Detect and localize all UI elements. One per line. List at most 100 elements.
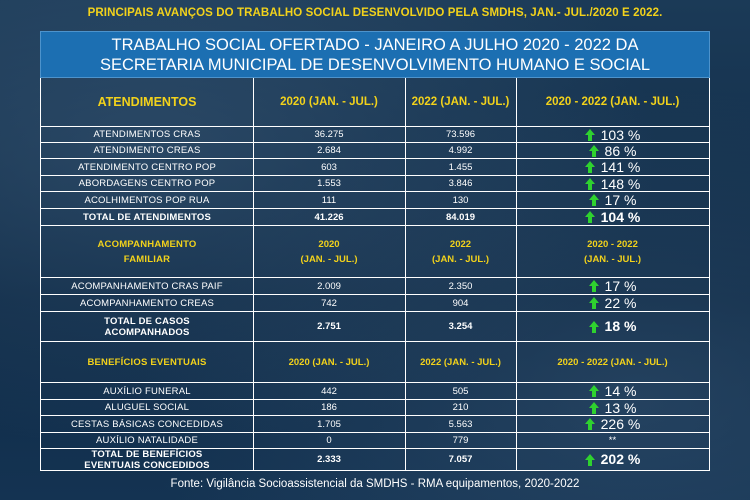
column-header-2020: 2020 (JAN. - JUL.) (253, 226, 405, 277)
total-label: TOTAL DE CASOS ACOMPANHADOS (41, 312, 253, 341)
row-label: ATENDIMENTO CREAS (93, 145, 201, 156)
table-banner: TRABALHO SOCIAL OFERTADO - JANEIRO A JUL… (40, 31, 710, 78)
column-header-2022: 2022 (JAN. - JUL.) (405, 226, 516, 277)
row-label: ACOMPANHAMENTO CRAS PAIF (71, 280, 223, 292)
column-header-2022: 2022 (JAN. - JUL.) (420, 356, 501, 368)
table-row: ATENDIMENTO CREAS 2.684 4.992 86 % (41, 142, 709, 159)
header-line-1: 2020 (318, 238, 340, 250)
green-up-arrow-icon (588, 401, 599, 414)
green-up-arrow-icon (584, 418, 595, 430)
change-cell: 17 % (516, 192, 709, 208)
change-cell: 148 % (516, 175, 709, 192)
value-2020: 1.553 (317, 178, 341, 189)
value-2022: 1.455 (448, 161, 473, 173)
change-percent: 202 % (600, 451, 641, 467)
source-note: Fonte: Vigilância Socioassistencial da S… (170, 478, 580, 490)
section-header-acompanhamento: ACOMPANHAMENTO FAMILIAR 2020 (JAN. - JUL… (41, 225, 709, 277)
change-percent: 14 % (604, 383, 637, 399)
green-up-arrow-icon (588, 297, 599, 309)
banner-line-1: TRABALHO SOCIAL OFERTADO - JANEIRO A JUL… (111, 36, 639, 54)
column-divider (405, 78, 406, 470)
total-label: TOTAL DE BENEFÍCIOS EVENTUAIS CONCEDIDOS (41, 448, 253, 471)
row-label: CESTAS BÁSICAS CONCEDIDAS (70, 418, 224, 430)
change-cell: 141 % (516, 159, 709, 175)
change-cell: ** (516, 433, 709, 448)
green-up-arrow-icon (588, 194, 599, 206)
total-label-line-1: TOTAL DE CASOS (104, 315, 190, 327)
header-line-1: 2022 (449, 238, 472, 250)
total-2022: 7.057 (448, 454, 473, 465)
header-line-2: (JAN. - JUL.) (584, 253, 641, 265)
column-header-change: 2020 - 2022 (JAN. - JUL.) (545, 95, 680, 108)
change-percent: ** (608, 435, 617, 446)
change-cell: 226 % (516, 416, 709, 432)
change-percent: 103 % (600, 126, 641, 143)
table-row: ACOLHIMENTOS POP RUA 111 130 17 % (41, 191, 709, 208)
table-row: ABORDAGENS CENTRO POP 1.553 3.846 148 % (41, 175, 709, 192)
value-2022: 505 (452, 385, 469, 397)
total-2020: 2.751 (317, 321, 341, 332)
column-header-2022: 2022 (JAN. - JUL.) (411, 95, 510, 108)
change-percent: 104 % (600, 208, 641, 225)
value-2022: 5.563 (448, 418, 473, 430)
table-row: ATENDIMENTOS CRAS 36.275 73.596 103 % (41, 126, 709, 143)
row-label: ATENDIMENTO CENTRO POP (77, 161, 217, 173)
total-2020: 2.333 (317, 454, 341, 465)
column-divider (253, 78, 254, 470)
value-2020: 2.684 (317, 145, 341, 156)
green-up-arrow-icon (584, 161, 595, 173)
total-row-acompanhamento: TOTAL DE CASOS ACOMPANHADOS 2.751 3.254 … (41, 311, 709, 341)
change-percent: 22 % (604, 295, 637, 311)
page-title: PRINCIPAIS AVANÇOS DO TRABALHO SOCIAL DE… (87, 7, 663, 19)
column-divider (516, 78, 517, 470)
change-cell: 13 % (516, 399, 709, 416)
change-cell: 104 % (516, 209, 709, 225)
value-2022: 2.350 (448, 280, 473, 292)
section-label-line-1: ACOMPANHAMENTO (97, 238, 197, 250)
green-up-arrow-icon (584, 211, 595, 223)
row-label: ABORDAGENS CENTRO POP (78, 178, 216, 189)
table-row: ALUGUEL SOCIAL 186 210 13 % (41, 399, 709, 416)
total-label-line-1: TOTAL DE BENEFÍCIOS (91, 448, 203, 460)
value-2022: 904 (452, 297, 469, 309)
total-label-line-2: EVENTUAIS CONCEDIDOS (84, 459, 210, 471)
green-up-arrow-icon (584, 177, 595, 190)
green-up-arrow-icon (588, 385, 599, 397)
value-2020: 442 (321, 385, 337, 397)
change-percent: 226 % (600, 416, 641, 432)
table-row: ATENDIMENTO CENTRO POP 603 1.455 141 % (41, 158, 709, 175)
value-2020: 2.009 (317, 280, 341, 292)
value-2022: 73.596 (445, 129, 476, 140)
change-percent: 13 % (604, 399, 637, 416)
column-header-change: 2020 - 2022 (JAN. - JUL.) (557, 356, 668, 368)
total-2022: 84.019 (445, 211, 476, 223)
section-label: ATENDIMENTOS (97, 94, 197, 109)
green-up-arrow-icon (588, 320, 599, 333)
value-2020: 36.275 (314, 129, 344, 140)
row-label: ATENDIMENTOS CRAS (93, 129, 201, 140)
total-label-line-2: ACOMPANHADOS (104, 326, 190, 338)
row-label: AUXÍLIO FUNERAL (103, 385, 191, 397)
header-line-2: (JAN. - JUL.) (300, 253, 358, 265)
change-cell: 202 % (516, 449, 709, 470)
change-percent: 86 % (604, 142, 637, 159)
change-percent: 148 % (600, 175, 641, 192)
value-2022: 4.992 (448, 145, 473, 156)
section-label: BENEFÍCIOS EVENTUAIS (87, 356, 207, 368)
total-row-atendimentos: TOTAL DE ATENDIMENTOS 41.226 84.019 104 … (41, 208, 709, 225)
green-up-arrow-icon (588, 280, 599, 292)
change-percent: 18 % (604, 318, 637, 334)
column-header-2020: 2020 (JAN. - JUL.) (280, 95, 378, 108)
row-label: ACOMPANHAMENTO CREAS (79, 297, 215, 309)
change-cell: 22 % (516, 295, 709, 311)
change-cell: 17 % (516, 278, 709, 294)
total-2020: 41.226 (314, 211, 344, 223)
value-2020: 1.705 (317, 418, 341, 430)
value-2020: 111 (321, 194, 337, 206)
change-cell: 86 % (516, 142, 709, 159)
change-cell: 14 % (516, 383, 709, 399)
column-header-change: 2020 - 2022 (JAN. - JUL.) (516, 226, 709, 277)
table-row: AUXÍLIO NATALIDADE 0 779 ** (41, 432, 709, 448)
banner-line-2: SECRETARIA MUNICIPAL DE DESENVOLVIMENTO … (99, 56, 651, 74)
